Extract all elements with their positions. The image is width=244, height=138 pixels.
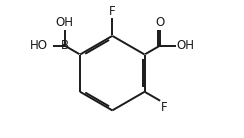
Text: B: B [61,39,69,52]
Text: OH: OH [176,39,194,52]
Text: F: F [161,101,167,114]
Text: F: F [109,5,116,18]
Text: OH: OH [56,16,73,29]
Text: O: O [155,16,165,29]
Text: HO: HO [30,39,48,52]
